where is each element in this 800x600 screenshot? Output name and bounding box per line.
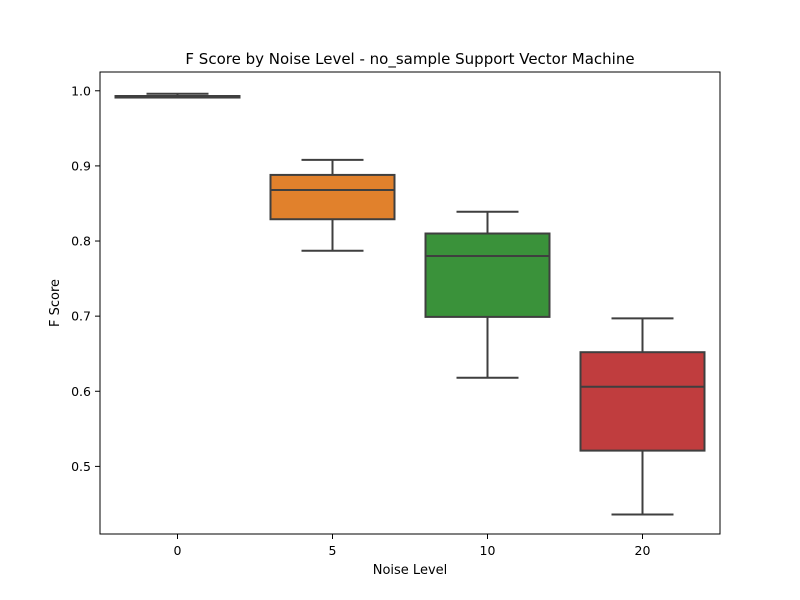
plot-frame (99, 71, 721, 535)
box-5 (269, 158, 396, 252)
box-0 (114, 92, 241, 99)
x-tick-label: 20 (635, 543, 651, 558)
y-tick-label: 0.7 (71, 309, 91, 324)
box-body (579, 351, 706, 452)
x-tick-label: 10 (480, 543, 496, 558)
box-10 (424, 210, 551, 379)
x-axis: 0 5 10 20 (174, 534, 651, 558)
y-axis-label: F Score (48, 279, 63, 327)
box-body (269, 173, 396, 221)
box-20 (579, 317, 706, 516)
y-tick-label: 0.8 (71, 234, 91, 249)
y-tick-label: 0.5 (71, 459, 91, 474)
y-tick-label: 0.6 (71, 384, 91, 399)
y-axis: 0.5 0.6 0.7 0.8 0.9 1.0 (71, 83, 100, 474)
chart-title: F Score by Noise Level - no_sample Suppo… (185, 50, 634, 69)
x-tick-label: 5 (329, 543, 337, 558)
y-tick-label: 0.9 (71, 158, 91, 173)
x-axis-label: Noise Level (373, 563, 448, 578)
x-tick-label: 0 (174, 543, 182, 558)
plot-area (114, 92, 706, 516)
box-body (424, 232, 551, 318)
y-tick-label: 1.0 (71, 83, 91, 98)
